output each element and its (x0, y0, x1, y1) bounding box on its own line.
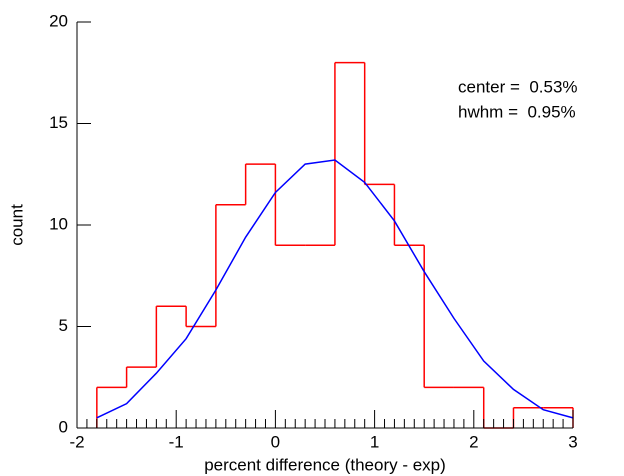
x-tick-label: -2 (69, 432, 84, 451)
x-axis-label: percent difference (theory - exp) (204, 455, 446, 474)
x-tick-label: 0 (271, 432, 280, 451)
x-tick-label: 2 (469, 432, 478, 451)
y-tick-label: 10 (49, 214, 68, 233)
x-tick-label: 3 (568, 432, 577, 451)
y-tick-label: 15 (49, 113, 68, 132)
x-tick-label: -1 (169, 432, 184, 451)
y-tick-label: 0 (59, 417, 68, 436)
y-tick-label: 5 (59, 316, 68, 335)
annotation: hwhm = 0.95% (458, 102, 576, 121)
y-axis-label: count (7, 204, 26, 246)
x-tick-label: 1 (370, 432, 379, 451)
fit-curve (96, 159, 574, 419)
y-tick-label: 20 (49, 11, 68, 30)
annotation: center = 0.53% (458, 77, 578, 96)
